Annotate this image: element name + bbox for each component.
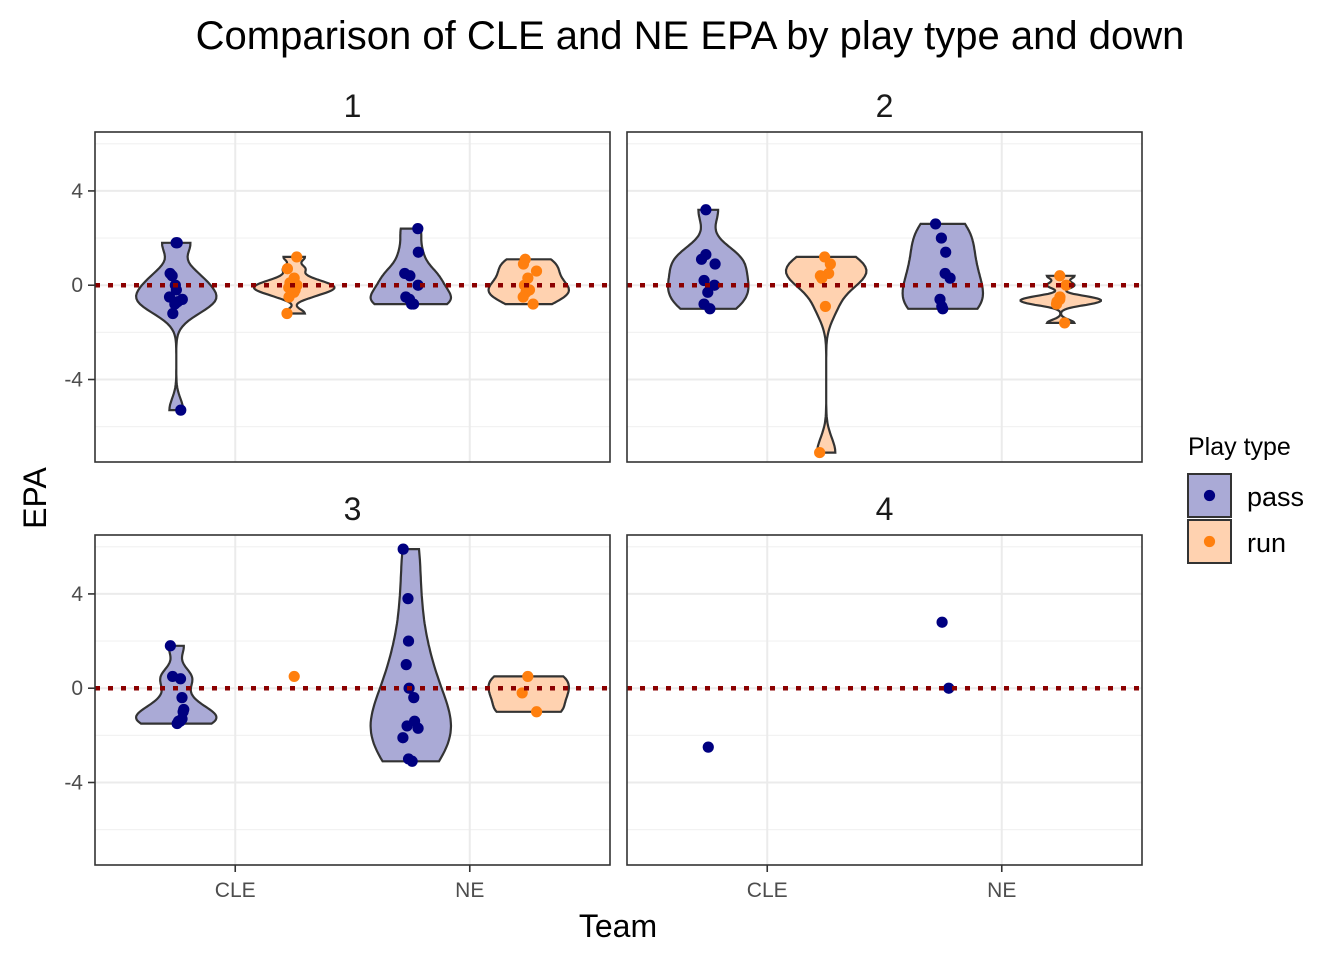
legend-label-run: run (1247, 528, 1286, 558)
point-CLE-run (824, 258, 836, 270)
point-NE-pass (937, 303, 949, 315)
point-CLE-pass (175, 404, 187, 416)
x-axis-title: Team (579, 908, 657, 944)
violin-NE-pass (901, 222, 985, 310)
facet-label: 3 (344, 491, 362, 527)
point-CLE-pass (171, 237, 183, 249)
point-CLE-run (281, 263, 294, 275)
point-NE-pass (402, 635, 415, 647)
facet-label: 2 (876, 88, 894, 124)
legend-title: Play type (1188, 433, 1291, 461)
point-CLE-pass (166, 270, 178, 282)
facet-panel-4: 4 CLE NE (626, 491, 1143, 902)
point-NE-run (1059, 317, 1071, 329)
y-tick-label: 4 (71, 583, 83, 606)
point-CLE-run (816, 272, 828, 284)
legend-point-pass (1203, 489, 1216, 502)
panel-background (627, 535, 1142, 865)
point-NE-pass (408, 692, 420, 704)
point-CLE-run (283, 291, 295, 303)
point-CLE-pass (164, 640, 176, 652)
point-NE-pass (402, 593, 414, 605)
point-CLE-pass (700, 204, 712, 216)
point-NE-run (530, 265, 543, 277)
violin-CLE-pass (134, 241, 218, 412)
panel-border (626, 131, 1143, 463)
panel-border (94, 131, 611, 463)
y-tick-label: -4 (64, 369, 83, 392)
point-NE-pass (407, 298, 420, 310)
point-NE-pass (944, 272, 956, 284)
point-CLE-pass (704, 303, 716, 315)
point-CLE-pass (176, 692, 188, 704)
point-NE-run (517, 291, 529, 303)
point-CLE-run (281, 307, 293, 320)
point-NE-pass (397, 543, 409, 555)
facet-panel-2: 2 (626, 88, 1143, 463)
point-NE-run (1060, 279, 1072, 291)
point-NE-run (522, 670, 534, 683)
point-NE-pass (406, 755, 418, 767)
panel-border (94, 534, 611, 866)
point-CLE-pass (702, 741, 714, 753)
facet-label: 4 (876, 491, 894, 527)
facet-panel-3: 3 -4 0 4 CLE NE (64, 491, 611, 902)
y-tick-label: 0 (71, 274, 83, 297)
point-NE-pass (401, 720, 413, 732)
point-NE-pass (929, 218, 942, 230)
point-NE-run (527, 298, 539, 310)
point-NE-pass (412, 279, 424, 291)
point-NE-pass (936, 616, 948, 628)
point-NE-pass (412, 223, 424, 235)
point-NE-pass (400, 659, 412, 671)
facet-grid: 1 -4 0 4 2 3 -4 0 4 CLE NE 4 CLE NE (64, 88, 1143, 902)
point-CLE-pass (702, 286, 714, 298)
point-NE-run (1054, 270, 1066, 282)
x-tick-label: NE (455, 879, 484, 902)
point-CLE-run (291, 251, 303, 263)
y-tick-label: -4 (64, 772, 83, 795)
point-NE-pass (935, 232, 947, 244)
point-NE-run (1050, 298, 1063, 310)
point-NE-pass (412, 246, 424, 258)
x-tick-label: CLE (215, 879, 256, 902)
point-CLE-pass (174, 673, 187, 685)
point-NE-run (530, 706, 543, 718)
facet-label: 1 (344, 88, 362, 124)
point-NE-pass (940, 246, 952, 258)
legend: Play type pass run (1187, 433, 1304, 564)
point-CLE-pass (695, 253, 708, 265)
point-NE-run (517, 258, 530, 270)
point-NE-pass (404, 270, 416, 282)
y-axis-title: EPA (17, 467, 53, 529)
point-CLE-pass (171, 717, 183, 730)
point-CLE-run (288, 670, 300, 683)
point-CLE-pass (709, 258, 721, 270)
y-tick-label: 4 (71, 180, 83, 203)
point-CLE-pass (167, 307, 179, 320)
y-tick-label: 0 (71, 677, 83, 700)
point-NE-pass (943, 682, 955, 694)
point-CLE-run (814, 446, 826, 459)
legend-label-pass: pass (1247, 482, 1304, 512)
point-CLE-pass (708, 279, 721, 291)
violin-NE-pass (369, 227, 453, 306)
point-NE-pass (412, 722, 424, 734)
facet-panel-1: 1 -4 0 4 (64, 88, 611, 463)
x-tick-label: CLE (747, 879, 788, 902)
point-NE-pass (397, 732, 409, 744)
violin-NE-run (487, 675, 570, 713)
point-CLE-pass (169, 298, 181, 310)
chart-title: Comparison of CLE and NE EPA by play typ… (196, 14, 1185, 58)
point-CLE-run (819, 300, 832, 313)
violin-CLE-run (784, 255, 868, 454)
legend-point-run (1203, 535, 1216, 548)
x-tick-label: NE (987, 879, 1016, 902)
panel-border (626, 534, 1143, 866)
